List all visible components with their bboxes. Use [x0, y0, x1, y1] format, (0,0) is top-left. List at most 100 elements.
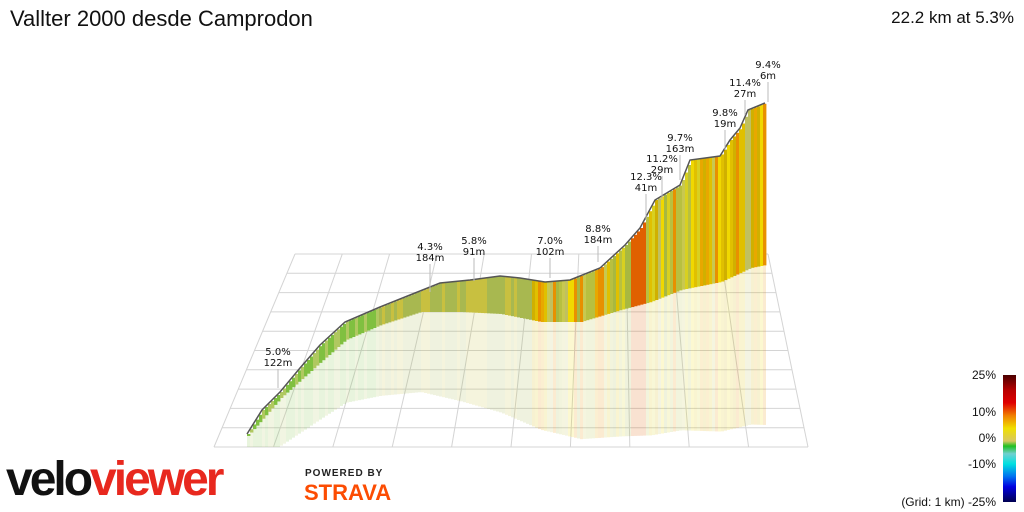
profile-strip: [454, 281, 458, 312]
profile-strip: [571, 279, 575, 322]
shadow-strip: [319, 362, 322, 420]
profile-strip: [421, 290, 425, 312]
annotation-length: 163m: [666, 144, 695, 155]
annotation-length: 91m: [463, 247, 485, 258]
profile-strip: [580, 276, 584, 322]
profile-strip: [694, 159, 698, 288]
annotation-gradient: 7.0%: [537, 236, 562, 247]
shadow-strip: [286, 392, 289, 442]
profile-strip: [415, 293, 419, 314]
shadow-strip: [550, 322, 553, 433]
shadow-strip: [430, 312, 433, 395]
shadow-strip: [496, 313, 499, 412]
profile-strip: [610, 258, 614, 313]
profile-strip: [424, 289, 428, 312]
shadow-strip: [670, 294, 673, 432]
profile-strip: [301, 366, 305, 380]
shadow-strip: [424, 312, 427, 394]
profile-strip: [337, 329, 341, 348]
profile-strip: [427, 288, 431, 312]
profile-shadow: [247, 265, 766, 447]
shadow-strip: [274, 404, 277, 447]
annotation-gradient: 11.4%: [729, 78, 761, 89]
profile-strip: [475, 279, 479, 313]
profile-strip: [553, 281, 557, 322]
profile-strip: [565, 280, 569, 322]
page-title: Vallter 2000 desde Camprodon: [10, 6, 313, 31]
grid-line: [767, 253, 809, 448]
shadow-strip: [439, 312, 442, 397]
profile-strip: [604, 264, 608, 315]
profile-strip: [265, 407, 269, 416]
shadow-strip: [358, 334, 361, 401]
shadow-strip: [595, 317, 598, 439]
profile-strip: [592, 271, 596, 319]
shadow-strip: [355, 335, 358, 401]
profile-strip: [466, 280, 470, 313]
profile-strip: [322, 343, 326, 361]
veloviewer-logo[interactable]: veloviewer: [6, 453, 224, 506]
shadow-strip: [541, 322, 544, 431]
annotation-gradient: 12.3%: [630, 172, 662, 183]
profile-strip: [463, 280, 467, 313]
shadow-strip: [379, 325, 382, 397]
profile-strip: [511, 277, 515, 317]
profile-strip: [505, 276, 509, 315]
shadow-strip: [400, 318, 403, 394]
profile-strip: [295, 374, 299, 385]
shadow-strip: [661, 297, 664, 434]
profile-strip: [364, 313, 368, 332]
shadow-strip: [256, 425, 259, 447]
profile-strip: [520, 278, 524, 318]
shadow-strip: [262, 418, 265, 447]
profile-strip: [709, 157, 713, 285]
gradient-legend-bar: [1003, 375, 1016, 502]
shadow-strip: [445, 312, 448, 398]
profile-strip: [394, 301, 398, 321]
profile-strip: [673, 189, 677, 293]
annotation-length: 27m: [734, 89, 756, 100]
profile-strip: [460, 281, 464, 312]
shadow-strip: [421, 312, 424, 393]
profile-strip: [649, 211, 653, 303]
shadow-strip: [259, 422, 262, 447]
profile-strip: [403, 297, 407, 318]
profile-strip: [478, 278, 482, 313]
shadow-strip: [520, 318, 523, 422]
profile-strip: [397, 300, 401, 320]
shadow-strip: [325, 357, 328, 416]
profile-strip: [499, 276, 503, 314]
profile-strip: [457, 281, 461, 312]
shadow-strip: [604, 314, 607, 438]
shadow-strip: [514, 316, 517, 419]
shadow-strip: [589, 319, 592, 439]
shadow-strip: [700, 286, 703, 431]
logo-velo: velo: [6, 453, 93, 506]
profile-strip: [697, 159, 701, 287]
shadow-strip: [532, 320, 535, 427]
shadow-strip: [484, 313, 487, 409]
shadow-strip: [553, 322, 556, 433]
profile-strip: [691, 159, 695, 288]
shadow-strip: [646, 303, 649, 436]
profile-strip: [760, 105, 764, 266]
shadow-strip: [406, 316, 409, 394]
shadow-strip: [619, 310, 622, 437]
profile-strip: [343, 323, 347, 342]
profile-strip: [736, 132, 740, 275]
shadow-strip: [481, 313, 484, 408]
shadow-strip: [280, 398, 283, 446]
profile-strip: [325, 340, 329, 358]
profile-strip: [700, 158, 704, 286]
profile-strip: [391, 302, 395, 322]
profile-strip: [436, 284, 440, 312]
profile-strip: [547, 281, 551, 322]
shadow-strip: [304, 376, 307, 430]
shadow-strip: [598, 316, 601, 438]
profile-strip: [682, 180, 686, 290]
shadow-strip: [448, 312, 451, 399]
profile-strip: [352, 319, 356, 337]
profile-strip: [664, 194, 668, 297]
shadow-strip: [556, 322, 559, 434]
strava-logo[interactable]: STRAVA: [304, 480, 392, 505]
